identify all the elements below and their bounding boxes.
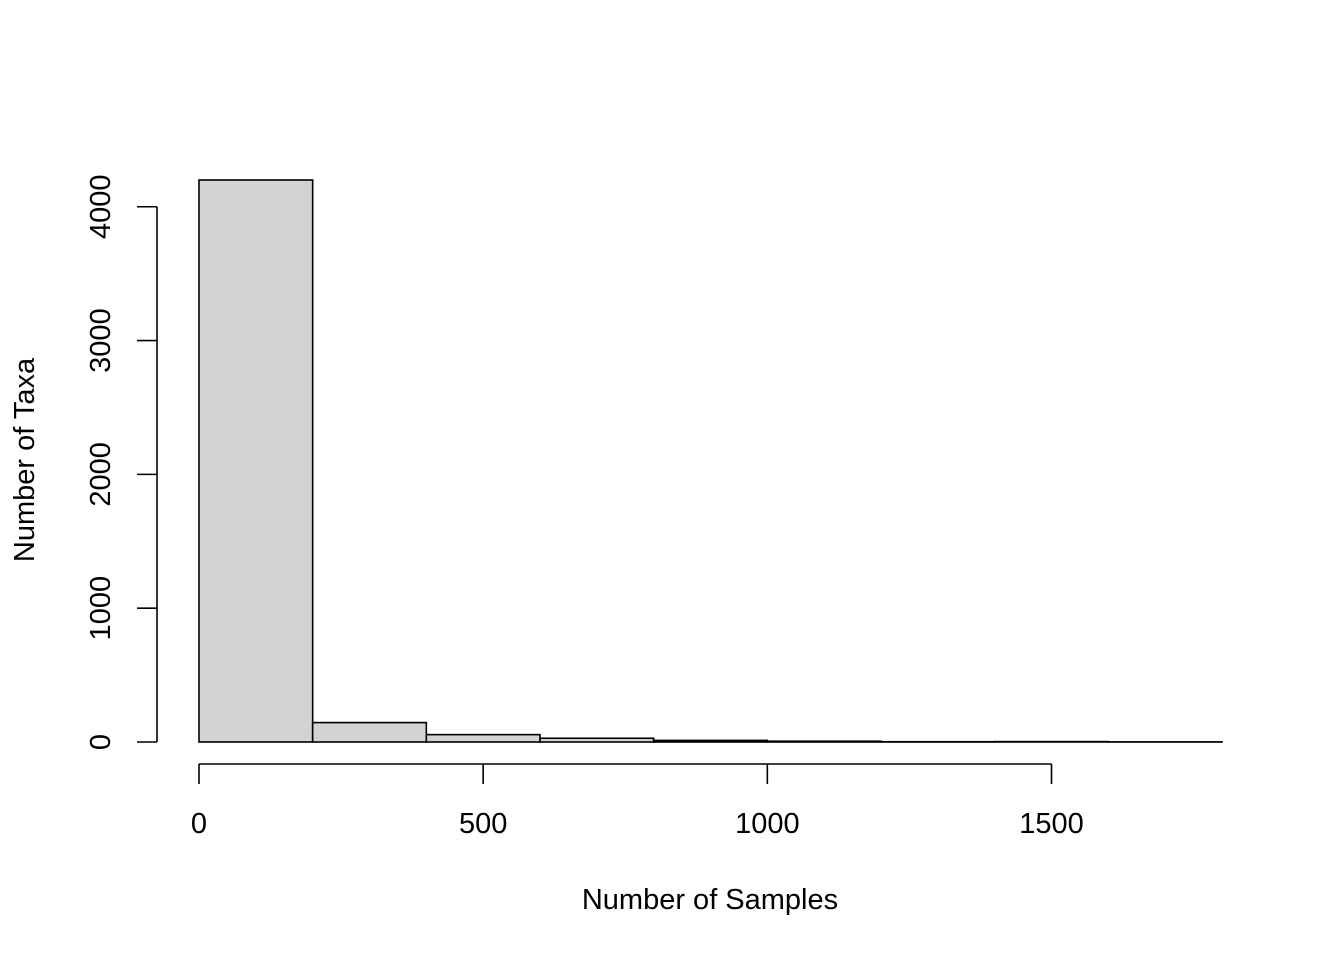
x-tick-label-0: 0 [191, 808, 207, 840]
y-tick-label-4: 4000 [85, 175, 117, 240]
histogram-bar-0 [198, 179, 314, 743]
y-tick-label-0: 0 [85, 734, 117, 750]
histogram-bar-1 [311, 721, 428, 743]
x-tick-label-2: 1000 [735, 808, 800, 840]
x-axis-label: Number of Samples [582, 884, 838, 916]
y-axis: 0 1000 2000 3000 4000 [85, 175, 158, 750]
y-tick-label-2: 2000 [85, 442, 117, 507]
x-tick-label-1: 500 [459, 808, 507, 840]
y-axis-label: Number of Taxa [9, 357, 41, 562]
histogram-bar-2 [425, 733, 541, 743]
histogram-bar-5 [766, 740, 882, 743]
histogram-bars [198, 179, 1223, 743]
histogram-bar-3 [539, 737, 655, 743]
x-tick-label-3: 1500 [1019, 808, 1084, 840]
y-tick-label-1: 1000 [85, 576, 117, 641]
y-tick-label-3: 3000 [85, 308, 117, 373]
histogram-bar-4 [652, 739, 769, 743]
x-axis: 0 500 1000 1500 [191, 763, 1084, 840]
